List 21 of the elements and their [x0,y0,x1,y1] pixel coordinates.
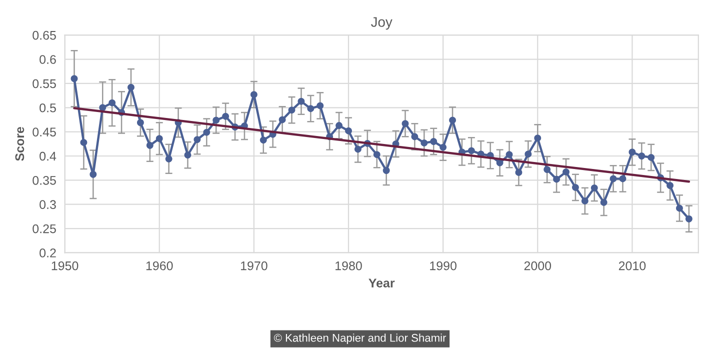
x-tick-label: 1950 [52,261,78,270]
x-tick-label: 1970 [240,261,268,270]
y-tick-label: 0.3 [40,200,56,210]
x-tick-label: 1960 [146,261,173,270]
text: © Kathleen Napier and Lior Shamir [274,334,446,344]
chart-title: Joy [371,17,392,30]
y-tick-label: 0.65 [32,30,56,40]
y-axis-title: Score [15,126,24,161]
x-tick-label: 1990 [430,261,456,270]
y-tick-label: 0.45 [32,128,56,136]
x-axis-title: Year [368,278,395,288]
y-tick-label: 0.6 [40,55,56,64]
y-tick-label: 0.4 [40,152,56,161]
x-tick-label: 2000 [524,261,552,270]
y-tick-label: 0.55 [32,79,56,88]
y-tick-label: 0.35 [32,176,56,185]
y-tick-label: 0.2 [40,248,56,258]
x-tick-label: 1980 [336,261,362,270]
y-tick-label: 0.5 [40,103,56,112]
y-tick-label: 0.25 [32,224,56,234]
x-tick-label: 2010 [618,261,646,270]
